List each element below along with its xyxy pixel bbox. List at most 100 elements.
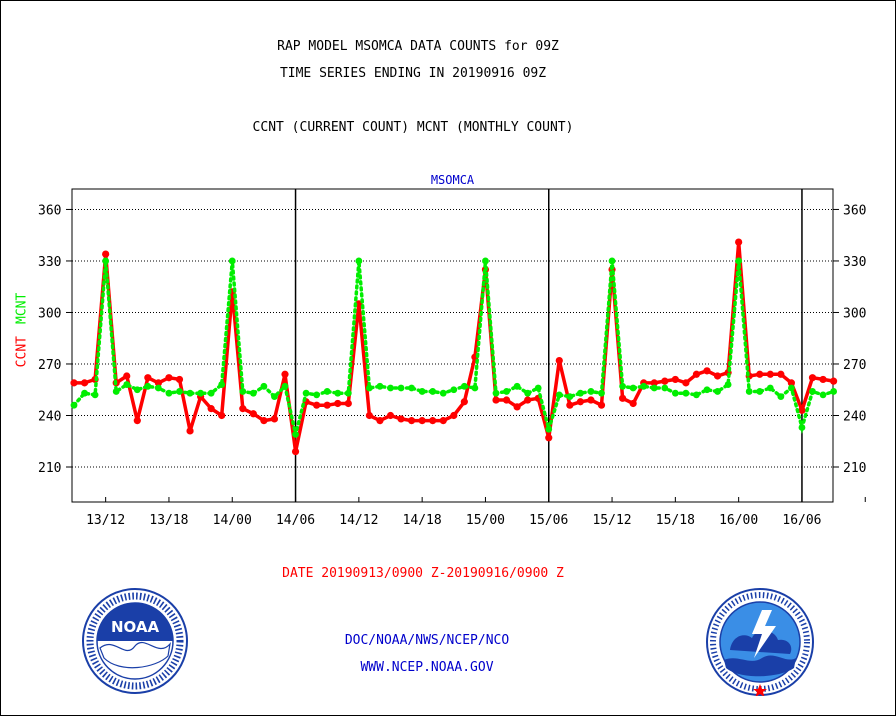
data-point-ccnt [365,411,373,420]
chart-title: MSOMCA [431,173,475,187]
data-point-ccnt [713,372,722,380]
data-point-mcnt [355,257,363,265]
data-point-ccnt [281,370,289,378]
data-point-ccnt [566,401,574,409]
data-point-ccnt [692,370,701,378]
title-line-3: CCNT (CURRENT COUNT) MCNT (MONTHLY COUNT… [252,120,574,135]
x-tick-label: 14/12 [339,513,378,528]
x-tick-label: 14/00 [213,513,252,528]
data-point-ccnt [524,396,532,404]
y-tick-label-left: 270 [38,358,61,373]
data-point-ccnt [492,396,500,404]
data-point-mcnt [366,384,373,392]
data-point-mcnt [228,257,236,265]
noaa-logo: NOAA [82,588,188,694]
data-point-mcnt [102,257,110,265]
data-point-mcnt [429,388,437,395]
data-point-ccnt [429,417,437,425]
data-point-mcnt [344,389,352,397]
data-point-mcnt [703,386,711,394]
data-point-mcnt [471,384,479,392]
data-point-ccnt [175,375,184,384]
data-point-mcnt [133,386,141,394]
data-point-mcnt [788,384,795,392]
data-point-mcnt [513,382,521,390]
title-line-1: RAP MODEL MSOMCA DATA COUNTS for 09Z [277,39,559,54]
data-point-mcnt [460,382,468,390]
data-point-ccnt [629,399,637,408]
x-tick-label: 14/06 [276,513,315,528]
data-point-ccnt [619,394,627,402]
data-point-mcnt [408,384,415,392]
data-point-ccnt [144,374,152,382]
x-tick-label: 16/06 [782,513,821,528]
data-point-ccnt [239,405,247,413]
data-point-mcnt [682,389,690,397]
data-point-ccnt [703,367,711,375]
data-point-ccnt [186,427,194,435]
data-point-mcnt [70,401,78,409]
data-point-mcnt [271,393,278,401]
data-point-ccnt [450,411,458,420]
data-point-ccnt [397,415,405,423]
data-point-mcnt [302,389,310,397]
data-point-ccnt [207,405,215,413]
data-point-ccnt [597,401,606,409]
data-point-mcnt [323,388,331,395]
data-point-mcnt [598,389,605,397]
data-point-mcnt [482,257,489,265]
footer-url[interactable]: WWW.NCEP.NOAA.GOV [360,660,494,675]
data-point-mcnt [534,384,542,392]
data-point-mcnt [144,382,152,390]
data-point-mcnt [819,391,827,399]
y-tick-label-right: 270 [843,358,866,373]
data-point-ccnt [756,370,764,378]
data-point-ccnt [165,374,173,382]
y-tick-label-left: 300 [38,306,61,321]
data-point-ccnt [323,401,331,409]
y-tick-label-right: 360 [843,203,866,218]
data-point-ccnt [376,417,384,425]
date-range-label: DATE 20190913/0900 Z-20190916/0900 Z [282,566,564,581]
data-point-mcnt [155,384,162,392]
data-point-ccnt [408,417,416,425]
data-point-mcnt [745,388,753,395]
data-point-ccnt [123,372,131,380]
footer-org: DOC/NOAA/NWS/NCEP/NCO [344,633,510,648]
data-point-mcnt [387,384,394,392]
plot-frame [71,188,834,503]
y-tick-label-right: 210 [843,461,866,476]
data-point-mcnt [239,388,247,395]
y-tick-label-left: 360 [38,203,61,218]
data-point-ccnt [439,417,447,425]
y-tick-label-right: 300 [843,306,866,321]
data-point-mcnt [313,391,321,399]
data-point-mcnt [376,382,384,390]
data-point-mcnt [545,425,553,433]
data-point-ccnt [808,374,817,382]
data-point-mcnt [123,381,131,388]
data-point-mcnt [91,391,99,399]
noaa-logo-text: NOAA [111,618,160,636]
data-point-ccnt [270,415,279,423]
data-point-ccnt [502,396,511,404]
data-point-mcnt [671,389,679,397]
data-point-ccnt [70,379,78,387]
data-point-mcnt [450,386,458,394]
data-point-mcnt [756,388,764,395]
data-point-mcnt [197,389,205,397]
x-tick-label: 16/00 [719,513,758,528]
data-point-ccnt [682,379,690,387]
data-point-mcnt [218,381,226,388]
data-point-ccnt [777,370,785,378]
data-point-ccnt [766,370,774,378]
data-point-mcnt [524,389,532,397]
data-point-ccnt [545,434,553,442]
data-point-ccnt [80,379,89,387]
y-tick-label-left: 240 [38,409,61,424]
data-point-mcnt [809,388,816,395]
data-point-mcnt [249,389,257,397]
data-point-ccnt [819,375,827,384]
data-point-mcnt [724,381,732,388]
